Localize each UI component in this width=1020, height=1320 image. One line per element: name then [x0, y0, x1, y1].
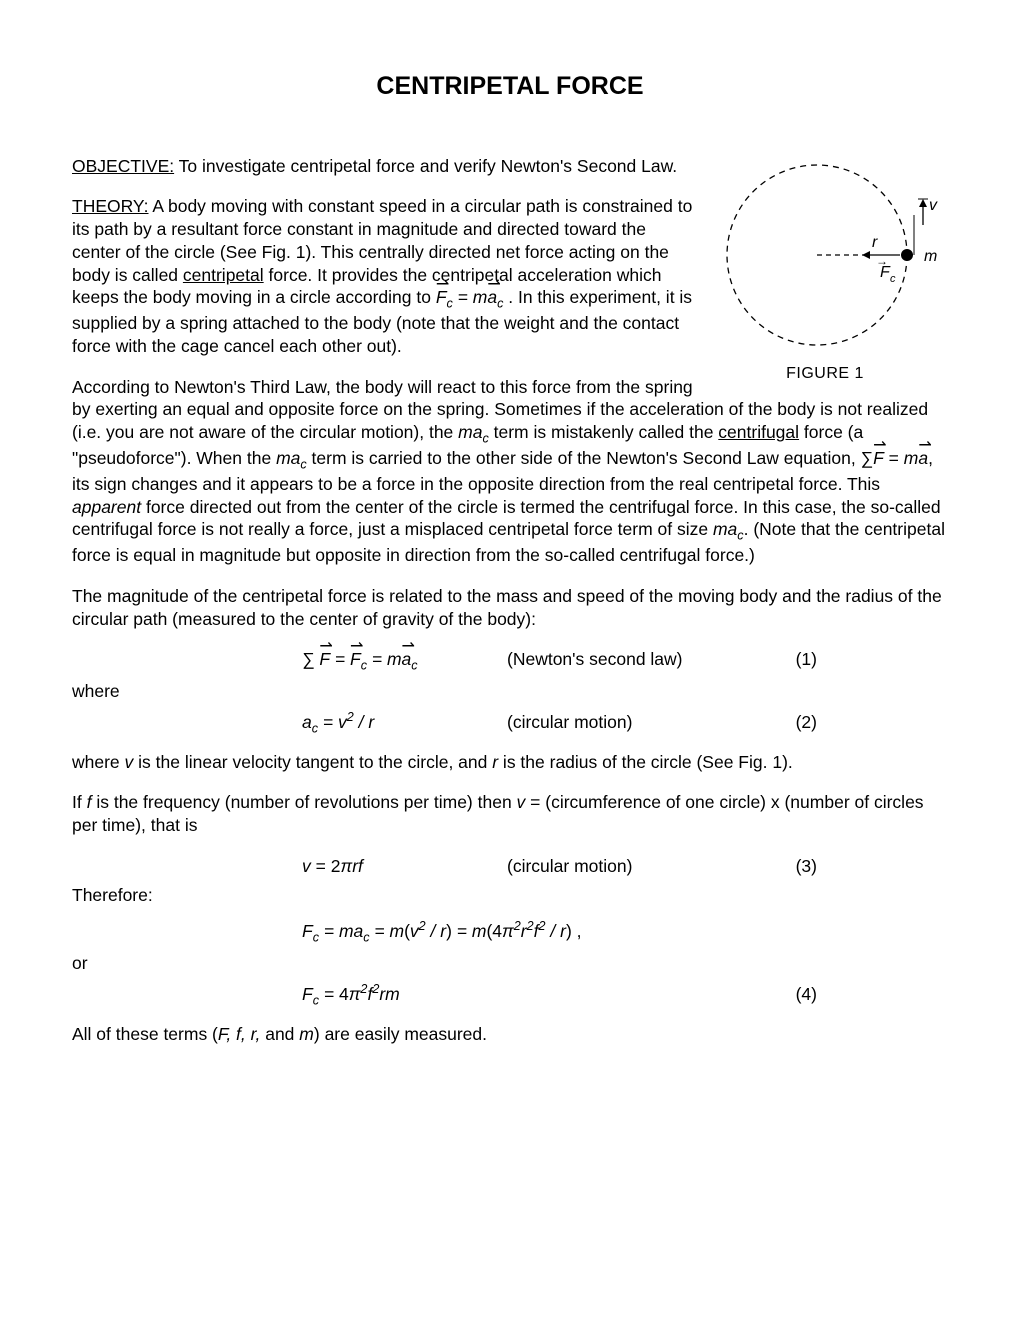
figure-caption: FIGURE 1: [702, 364, 948, 385]
paragraph-6: All of these terms (F, f, r, and m) are …: [72, 1023, 948, 1046]
centripetal-word: centripetal: [183, 265, 264, 285]
svg-text:v: v: [929, 197, 938, 214]
svg-text:m: m: [924, 248, 937, 265]
equation-4-num: (4): [777, 983, 817, 1006]
equation-2: ac = v2 / r: [302, 709, 507, 737]
mac-3: mac: [713, 519, 744, 539]
equation-1-desc: (Newton's second law): [507, 648, 777, 671]
therefore-label: Therefore:: [72, 884, 302, 907]
where-row: where: [72, 680, 948, 703]
equation-4a-row: Fc = mac = m(v2 / r) = m(4π2r2f2 / r) ,: [72, 918, 948, 946]
objective-text: To investigate centripetal force and ver…: [174, 156, 677, 176]
equation-1-num: (1): [777, 648, 817, 671]
equation-3: v = 2πrf: [302, 855, 507, 878]
equation-2-num: (2): [777, 711, 817, 734]
figure-1-svg: v r m F → c: [702, 155, 948, 355]
apparent-word: apparent: [72, 497, 141, 517]
equation-4b-row: Fc = 4π2f2rm (4): [72, 981, 948, 1009]
page-title: CENTRIPETAL FORCE: [72, 70, 948, 103]
mac-1: mac: [458, 422, 489, 442]
equation-4b: Fc = 4π2f2rm: [302, 981, 507, 1009]
svg-text:c: c: [890, 273, 896, 285]
equation-4a: Fc = mac = m(v2 / r) = m(4π2r2f2 / r) ,: [302, 918, 777, 946]
theory-label: THEORY:: [72, 196, 149, 216]
eq-inline-1: Fc = mac: [436, 287, 504, 307]
p2b: term is mistakenly called the: [489, 422, 719, 442]
or-row: or: [72, 952, 948, 975]
svg-text:r: r: [872, 234, 878, 251]
figure-1: v r m F → c FIGURE 1: [702, 155, 948, 386]
equation-2-row: ac = v2 / r (circular motion) (2): [72, 709, 948, 737]
objective-label: OBJECTIVE:: [72, 156, 174, 176]
theory-paragraph-2: According to Newton's Third Law, the bod…: [72, 376, 948, 567]
equation-1: ∑ F = Fc = mac: [302, 648, 507, 674]
equation-3-row: v = 2πrf (circular motion) (3): [72, 855, 948, 878]
where-label: where: [72, 680, 302, 703]
centrifugal-word: centrifugal: [718, 422, 799, 442]
svg-text:→: →: [876, 254, 888, 268]
or-label: or: [72, 952, 302, 975]
equation-3-desc: (circular motion): [507, 855, 777, 878]
paragraph-5: If f is the frequency (number of revolut…: [72, 791, 948, 837]
paragraph-4: where v is the linear velocity tangent t…: [72, 751, 948, 774]
equation-2-desc: (circular motion): [507, 711, 777, 734]
eq-inline-2: ∑F = ma: [861, 448, 928, 468]
theory-paragraph-3: The magnitude of the centripetal force i…: [72, 585, 948, 631]
equation-1-row: ∑ F = Fc = mac (Newton's second law) (1): [72, 648, 948, 674]
equation-3-num: (3): [777, 855, 817, 878]
therefore-row: Therefore:: [72, 884, 948, 907]
p2d: term is carried to the other side of the…: [307, 448, 861, 468]
mac-2: mac: [276, 448, 307, 468]
